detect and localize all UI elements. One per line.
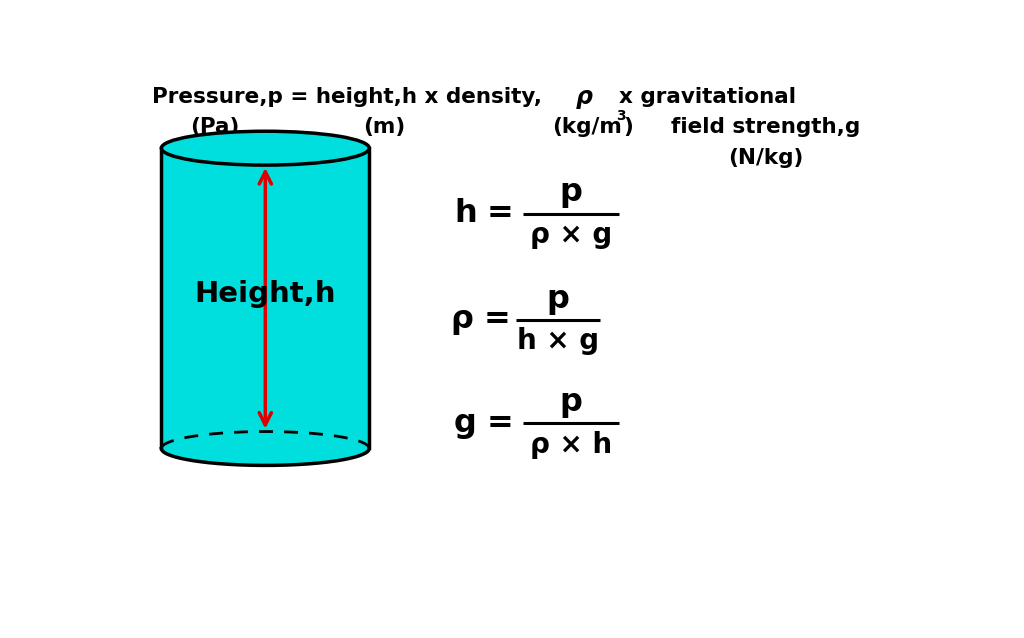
Text: p: p: [559, 387, 583, 418]
Ellipse shape: [162, 431, 370, 465]
Text: h: h: [454, 198, 477, 229]
Polygon shape: [162, 148, 370, 449]
Text: (m): (m): [364, 117, 406, 137]
Text: h × g: h × g: [517, 327, 599, 355]
Text: x gravitational: x gravitational: [604, 87, 796, 107]
Ellipse shape: [162, 131, 370, 165]
Text: p: p: [547, 283, 569, 315]
Text: p: p: [559, 177, 583, 209]
Text: 3: 3: [615, 109, 626, 123]
Text: ρ × g: ρ × g: [529, 221, 612, 249]
Text: ρ: ρ: [451, 304, 473, 336]
Text: Height,h: Height,h: [195, 281, 336, 308]
Text: ): ): [624, 117, 633, 137]
Text: Pressure,p = height,h x density,: Pressure,p = height,h x density,: [153, 87, 542, 107]
Text: ρ: ρ: [575, 85, 593, 108]
Text: field strength,g: field strength,g: [671, 117, 860, 137]
Text: (N/kg): (N/kg): [728, 148, 804, 168]
Text: =: =: [483, 304, 510, 336]
Text: (Pa): (Pa): [190, 117, 240, 137]
Text: =: =: [486, 408, 513, 438]
Text: ρ × h: ρ × h: [530, 431, 612, 459]
Text: (kg/m: (kg/m: [553, 117, 623, 137]
Text: =: =: [486, 198, 513, 229]
Text: g: g: [454, 408, 477, 438]
